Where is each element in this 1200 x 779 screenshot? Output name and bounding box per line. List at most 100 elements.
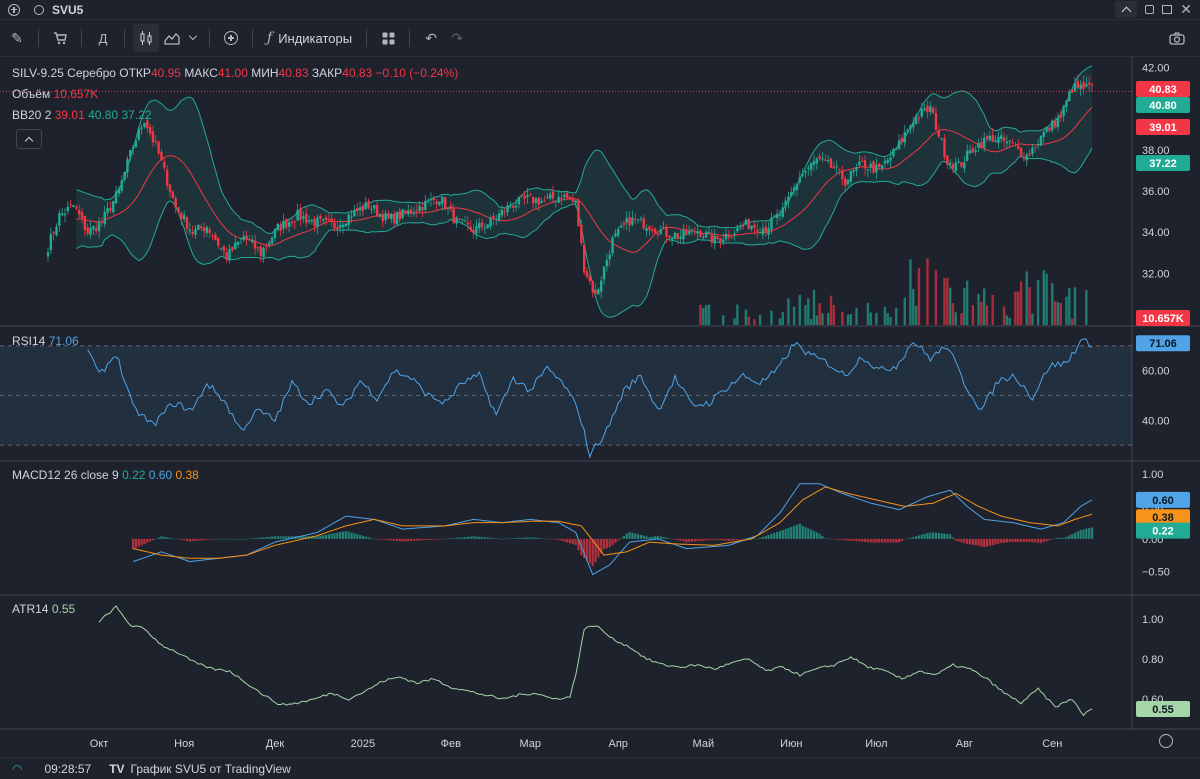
candle-body xyxy=(673,232,677,239)
candle-body xyxy=(321,219,325,221)
candle-body xyxy=(704,231,708,238)
macd-histogram-bar xyxy=(330,533,333,539)
macd-histogram-bar xyxy=(875,538,878,543)
macd-histogram-bar xyxy=(659,536,662,539)
collapse-legend-button[interactable] xyxy=(16,129,42,149)
volume-tag: 10.657K xyxy=(1142,313,1184,325)
candle-body xyxy=(296,210,299,221)
macd-histogram-bar xyxy=(404,538,407,542)
macd-histogram-bar xyxy=(1019,538,1023,542)
area-chart-icon[interactable] xyxy=(159,24,185,52)
candle-body xyxy=(815,158,819,164)
window-icon[interactable] xyxy=(1162,5,1173,14)
volume-tag-bg xyxy=(1136,310,1190,326)
macd-histogram-bar xyxy=(932,532,935,539)
macd-histogram-bar xyxy=(435,538,438,540)
candle-body xyxy=(475,226,478,234)
rsi-legend: RSI14 71.06 xyxy=(12,334,79,348)
candle-body xyxy=(741,225,745,227)
layout-grid-icon[interactable] xyxy=(375,24,401,52)
volume-bar xyxy=(832,304,836,325)
search-icon[interactable] xyxy=(34,4,44,15)
camera-icon[interactable] xyxy=(1164,24,1190,52)
status-bar: ◠ 09:28:57 TV График SVU5 от TradingView xyxy=(0,757,1200,779)
candle-body xyxy=(347,214,350,226)
macd-histogram-bar xyxy=(591,538,594,567)
macd-histogram-bar xyxy=(838,538,841,540)
candle-body xyxy=(926,105,929,113)
macd-histogram-bar xyxy=(336,532,339,539)
close-icon[interactable]: ✕ xyxy=(1180,1,1192,17)
collapse-chevron-button[interactable] xyxy=(1115,1,1138,18)
macd-histogram-bar xyxy=(231,538,234,540)
macd-histogram-bar xyxy=(810,529,813,539)
pencil-icon[interactable]: ✎ xyxy=(11,29,23,46)
candle-body xyxy=(384,213,387,221)
macd-histogram-bar xyxy=(858,538,861,542)
macd-histogram-bar xyxy=(1051,538,1054,540)
x-tick-label: Мар xyxy=(520,738,542,750)
macd-histogram-bar xyxy=(364,536,367,539)
symbol-search-input[interactable]: SVU5 xyxy=(52,2,84,17)
candle-body xyxy=(520,195,523,197)
candle-body xyxy=(171,191,175,198)
signal-tag: 0.38 xyxy=(1152,512,1173,524)
candle-body xyxy=(120,180,123,191)
x-tick-label: Апр xyxy=(609,738,628,750)
candles-icon[interactable] xyxy=(133,24,159,52)
candle-body xyxy=(1036,143,1040,146)
macd-histogram-bar xyxy=(1068,535,1071,539)
macd-histogram-bar xyxy=(764,535,767,539)
add-icon[interactable] xyxy=(8,3,20,16)
candle-body xyxy=(290,222,294,224)
volume-bar xyxy=(895,307,898,325)
volume-bar xyxy=(1042,270,1045,325)
candle-body xyxy=(109,208,112,211)
popout-icon[interactable] xyxy=(1145,5,1155,14)
macd-histogram-bar xyxy=(168,537,172,539)
add-compare-icon[interactable] xyxy=(218,24,244,52)
chevron-up-icon xyxy=(1121,6,1132,17)
rsi-tag-bg xyxy=(1136,335,1190,352)
candle-body xyxy=(855,166,858,171)
candle-body xyxy=(148,126,152,134)
macd-histogram-bar xyxy=(543,538,546,540)
macd-signal-value: 0.38 xyxy=(175,468,199,482)
macd-histogram-bar xyxy=(185,538,189,541)
candle-body xyxy=(69,204,72,206)
macd-histogram-bar xyxy=(832,538,835,540)
macd-legend: MACD12 26 close 9 0.22 0.60 0.38 xyxy=(12,468,199,482)
chart-area[interactable]: Окт Ноя Дек 2025 Фев Мар Апр Май Июн Июл Авг Сен 42.… xyxy=(0,57,1200,757)
candle-body xyxy=(727,234,731,238)
macd-histogram-bar xyxy=(151,538,155,541)
candle-body xyxy=(114,191,118,204)
x-tick-label: Авг xyxy=(956,738,973,750)
candle-body xyxy=(146,120,149,129)
candle-body xyxy=(798,177,801,183)
macd-histogram-bar xyxy=(654,536,657,539)
undo-icon[interactable]: ↶ xyxy=(425,29,437,46)
volume-bar xyxy=(846,314,850,325)
macd-histogram-bar xyxy=(512,538,515,539)
chart-svg[interactable]: Окт Ноя Дек 2025 Фев Мар Апр Май Июн Июл Авг Сен 42.… xyxy=(0,57,1200,757)
macd-histogram-bar xyxy=(1090,527,1094,539)
top-bar: SVU5 ✕ xyxy=(0,0,1200,20)
chevron-down-icon[interactable] xyxy=(185,24,201,52)
candle-body xyxy=(373,205,376,209)
candle-body xyxy=(594,289,597,294)
macd-histogram-bar xyxy=(821,535,824,539)
macd-histogram-bar xyxy=(889,538,892,543)
candle-body xyxy=(747,218,750,229)
candle-body xyxy=(693,231,697,233)
macd-histogram-bar xyxy=(424,538,427,541)
cart-icon[interactable] xyxy=(47,24,73,52)
redo-icon[interactable]: ↷ xyxy=(451,29,463,46)
volume-bar xyxy=(809,318,813,325)
volume-bar xyxy=(1056,302,1060,325)
indicators-button[interactable]: ƒ Индикаторы xyxy=(261,24,358,52)
candle-body xyxy=(287,222,291,227)
interval-button[interactable]: Д xyxy=(98,30,108,46)
macd-histogram-bar xyxy=(1034,538,1037,543)
candle-body xyxy=(636,219,640,221)
volume-bar xyxy=(1025,271,1028,325)
